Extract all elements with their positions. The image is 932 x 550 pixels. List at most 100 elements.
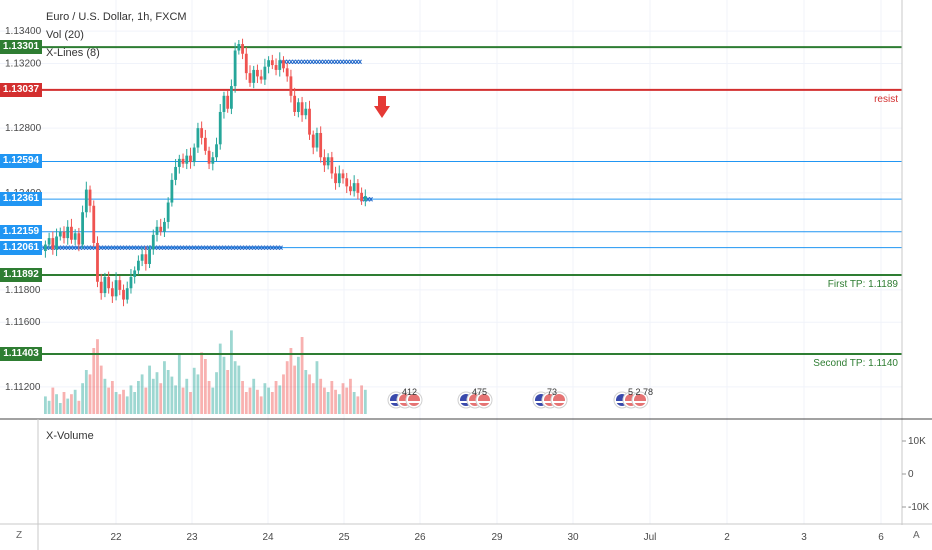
event-flag-icon[interactable] xyxy=(405,391,423,409)
event-icons[interactable]: 412 475 73 5 2 78 xyxy=(387,387,653,409)
xline-cross xyxy=(295,59,299,65)
xline-cross xyxy=(264,245,268,250)
xline-cross xyxy=(255,245,259,250)
candle-body xyxy=(125,288,129,300)
candle-body xyxy=(103,276,107,294)
xvolume-tick-label: -10K xyxy=(908,502,929,513)
xline-cross xyxy=(261,245,265,250)
candle-body xyxy=(222,95,226,112)
xlines-legend[interactable]: X-Lines (8) xyxy=(46,47,100,59)
candle-body xyxy=(196,128,200,148)
xline-cross xyxy=(60,245,64,250)
xline-cross xyxy=(90,245,94,250)
xline-cross xyxy=(301,59,305,65)
candle-body xyxy=(84,189,88,213)
candle-body xyxy=(278,60,282,70)
xline-cross xyxy=(84,245,88,250)
corner-left[interactable]: Z xyxy=(16,530,23,541)
level-tag-1.12361[interactable]: 1.12361 xyxy=(0,192,42,207)
xline-cross xyxy=(156,245,160,250)
event-flag-icon[interactable] xyxy=(631,391,649,409)
xline-cross xyxy=(138,245,142,250)
candle-body xyxy=(311,134,315,148)
volume-bar xyxy=(304,370,308,414)
xline-cross xyxy=(186,245,190,250)
volume-bar xyxy=(341,383,345,414)
volume-bar xyxy=(274,381,278,414)
level-tag-1.12159[interactable]: 1.12159 xyxy=(0,224,42,239)
volume-bar xyxy=(81,383,84,414)
xline-cross xyxy=(192,245,196,250)
xline-cross xyxy=(337,59,341,65)
candle-body xyxy=(356,183,360,193)
xline-cross xyxy=(273,245,277,250)
volume-bar xyxy=(282,374,285,414)
candle-body xyxy=(293,95,297,112)
level-tag-1.13037[interactable]: 1.13037 xyxy=(0,82,42,97)
volume-bar xyxy=(92,348,96,414)
candle-body xyxy=(66,226,70,239)
volume-legend[interactable]: Vol (20) xyxy=(46,29,84,41)
event-flag-icon[interactable] xyxy=(475,391,493,409)
volume-bar xyxy=(181,387,185,414)
volume-bar xyxy=(129,385,133,414)
volume-bar xyxy=(330,381,334,414)
candle-body xyxy=(73,233,77,240)
volume-bar xyxy=(185,378,189,414)
volume-bar xyxy=(174,385,177,414)
xline-cross xyxy=(316,59,320,65)
level-tag-1.11403[interactable]: 1.11403 xyxy=(0,347,42,362)
xline-cross xyxy=(276,245,280,250)
volume-bar xyxy=(58,403,62,414)
event-count-label: 73 xyxy=(547,387,557,397)
price-tick-label: 1.11800 xyxy=(5,285,41,296)
candle-body xyxy=(296,102,300,112)
volume-bar xyxy=(125,396,129,414)
xline-cross xyxy=(174,245,178,250)
level-tag-1.13301[interactable]: 1.13301 xyxy=(0,40,42,55)
xline-cross xyxy=(189,245,193,250)
level-tag-1.12061[interactable]: 1.12061 xyxy=(0,240,42,255)
candle-body xyxy=(319,132,323,158)
event-flag-icon[interactable] xyxy=(550,391,568,409)
candle-body xyxy=(345,178,349,187)
volume-bar xyxy=(170,376,174,414)
xvolume-title[interactable]: X-Volume xyxy=(46,430,94,442)
level-tag-1.11892[interactable]: 1.11892 xyxy=(0,267,42,282)
xline-cross xyxy=(325,59,329,65)
candle-body xyxy=(47,238,51,245)
candle-body xyxy=(323,157,326,166)
event-count-label: 475 xyxy=(472,387,487,397)
volume-bar xyxy=(66,398,70,414)
volume-bar xyxy=(107,387,111,414)
volume-bar xyxy=(278,385,282,414)
volume-bar xyxy=(230,330,233,414)
candle-body xyxy=(207,150,211,164)
event-count-label: 5 2 78 xyxy=(628,387,653,397)
xline-cross xyxy=(322,59,326,65)
xline-cross xyxy=(126,245,130,250)
sell-arrow-icon xyxy=(374,96,390,118)
candle-body xyxy=(263,66,267,80)
xline-cross xyxy=(105,245,109,250)
xline-cross xyxy=(319,59,323,65)
candle-body xyxy=(233,50,237,87)
candle-body xyxy=(274,65,278,70)
xline-cross xyxy=(87,245,91,250)
volume-bar xyxy=(177,354,181,414)
candle-body xyxy=(151,234,155,250)
volume-bar xyxy=(215,372,218,414)
candle-body xyxy=(99,281,103,294)
xline-cross xyxy=(234,245,238,250)
corner-right[interactable]: A xyxy=(913,530,920,541)
xline-cross xyxy=(99,245,103,250)
candle-body xyxy=(211,157,215,164)
candles xyxy=(44,38,367,307)
volume-bar xyxy=(148,365,151,414)
candle-body xyxy=(267,60,270,67)
volume-bar xyxy=(222,356,226,414)
level-tag-1.12594[interactable]: 1.12594 xyxy=(0,154,42,169)
price-tick-label: 1.12800 xyxy=(5,123,42,134)
volume-bar xyxy=(308,374,311,414)
